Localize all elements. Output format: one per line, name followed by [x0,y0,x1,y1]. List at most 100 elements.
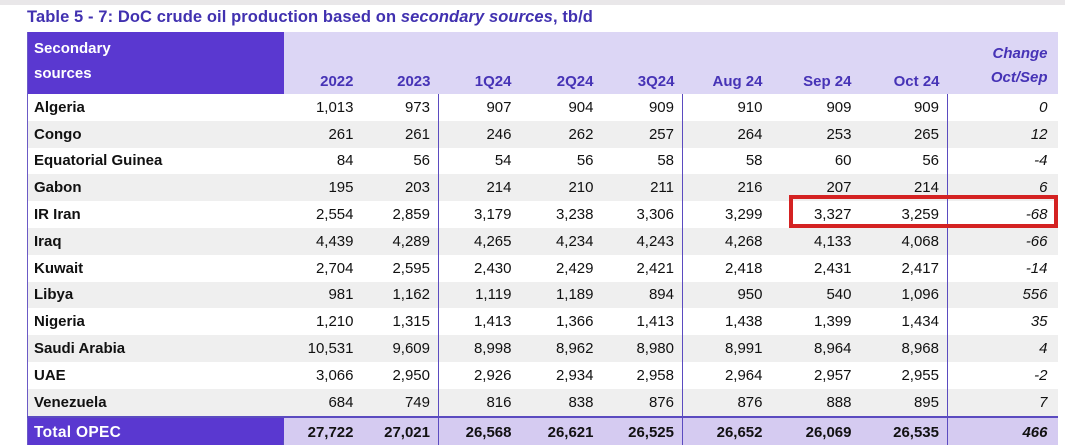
value-cell: 2,421 [601,254,683,282]
table-row: Libya 981 1,162 1,119 1,189 894 950 540 1,096 556 [27,281,1058,309]
grid-stub [682,440,683,445]
value-cell: 1,013 [315,98,354,116]
value-cell: 876 [601,388,683,417]
country-name: Kuwait [34,259,84,277]
value-cell: 909 [826,98,852,116]
total-2q24: 26,621 [519,415,602,445]
table-row: Algeria 1,013 973 907 904 909 910 909 909 0 [28,94,1058,121]
country-name: Libya [27,281,284,309]
value-cell: 1,315 [361,308,439,336]
country-name: Equatorial Guinea [34,152,163,170]
value-cell: 816 [438,388,520,417]
change-value-cell: -14 [1025,259,1048,277]
value-cell: 2,957 [813,366,852,384]
table-row: UAE 3,066 2,950 2,926 2,934 2,958 2,964 2,957 2,… [28,361,1058,389]
value-cell: 261 [361,120,439,148]
value-cell: 8,962 [519,335,602,362]
col-header-sep24: Sep 24 [770,32,860,94]
total-2023: 27,021 [361,415,439,445]
table-row: Iraq 4,439 4,289 4,265 4,234 4,243 4,268 4,133 4… [27,227,1058,255]
country-name: Venezuela [27,388,284,417]
change-value-cell: -66 [947,227,1058,255]
value-cell: 56 [576,152,594,170]
col-header-1q24: 1Q24 [438,32,520,94]
value-cell: 265 [859,120,948,148]
value-cell: 981 [283,281,362,309]
value-cell: 3,066 [315,366,354,384]
value-cell: 1,434 [859,308,948,336]
country-name: Gabon [27,174,284,202]
production-table: Secondary sources 2022 2023 1Q24 2Q24 3Q… [27,32,1058,445]
value-cell: 214 [438,174,520,202]
value-cell: 3,299 [724,206,763,224]
value-cell: 1,096 [859,281,948,309]
value-cell: 4,289 [361,227,439,255]
value-cell: 3,259 [859,201,948,228]
value-cell: 2,955 [859,361,948,389]
total-sep24: 26,069 [770,415,860,445]
table-row: Kuwait 2,704 2,595 2,430 2,429 2,421 2,418 2,43… [28,254,1058,282]
total-2022: 27,722 [283,415,362,445]
value-cell: 210 [519,174,602,202]
value-cell: 2,958 [601,361,683,389]
title-italic-part: secondary sources [400,8,553,26]
value-cell: 216 [682,174,771,202]
value-cell: 2,950 [361,361,439,389]
title-prefix: Table 5 - 7: DoC crude oil production ba… [27,8,401,26]
table-title: Table 5 - 7: DoC crude oil production ba… [27,8,593,27]
value-cell: 2,964 [724,366,763,384]
table-row: Saudi Arabia 10,531 9,609 8,998 8,962 8,980 8,… [27,335,1058,362]
change-header-line1: Change [992,45,1048,62]
value-cell: 9,609 [361,335,439,362]
value-cell: 2,934 [555,366,594,384]
change-value-cell: 0 [1039,98,1048,116]
change-value-cell: 556 [947,281,1058,309]
country-name: IR Iran [34,206,81,224]
value-cell: 2,595 [361,254,439,282]
value-cell: 262 [519,120,602,148]
value-cell: 56 [859,147,948,175]
value-cell: 246 [438,120,520,148]
value-cell: 253 [770,120,860,148]
top-divider [0,0,1065,5]
value-cell: 907 [486,98,512,116]
country-name: Saudi Arabia [27,335,284,362]
value-cell: 909 [601,94,683,121]
change-value-cell: 4 [947,335,1058,362]
change-value-cell: 35 [1030,313,1048,331]
change-value-cell: 12 [947,120,1058,148]
table-row: Congo 261 261 246 262 257 264 253 265 12 [27,120,1058,148]
value-cell: 4,234 [519,227,602,255]
country-name: Algeria [34,98,85,116]
change-value-cell: 6 [947,174,1058,202]
header-row: Secondary sources 2022 2023 1Q24 2Q24 3Q… [27,32,1058,94]
value-cell: 4,268 [682,227,771,255]
value-cell: 2,704 [315,259,354,277]
value-cell: 838 [519,388,602,417]
table-row: IR Iran 2,554 2,859 3,179 3,238 3,306 3,299 3,3… [28,201,1058,228]
value-cell: 1,399 [813,313,852,331]
value-cell: 195 [283,174,362,202]
table-body: Algeria 1,013 973 907 904 909 910 909 909 0 Congo 2… [27,94,1058,417]
change-value-cell: -68 [1025,206,1048,224]
change-value-cell: -2 [1034,366,1048,384]
value-cell: 2,554 [315,206,354,224]
change-value-cell: -4 [1034,152,1048,170]
value-cell: 8,998 [438,335,520,362]
value-cell: 2,431 [813,259,852,277]
country-name: Iraq [27,227,284,255]
total-aug24: 26,652 [682,415,771,445]
col-header-2q24: 2Q24 [519,32,602,94]
total-1q24: 26,568 [438,415,520,445]
row-header-label: Secondary sources [27,32,284,94]
value-cell: 910 [737,98,763,116]
value-cell: 3,179 [473,206,512,224]
value-cell: 4,243 [601,227,683,255]
change-header-line2: Oct/Sep [990,69,1048,86]
total-label: Total OPEC [27,415,284,445]
value-cell: 214 [859,174,948,202]
value-cell: 207 [770,174,860,202]
value-cell: 909 [859,94,948,121]
value-cell: 3,238 [555,206,594,224]
total-change: 466 [947,415,1058,445]
